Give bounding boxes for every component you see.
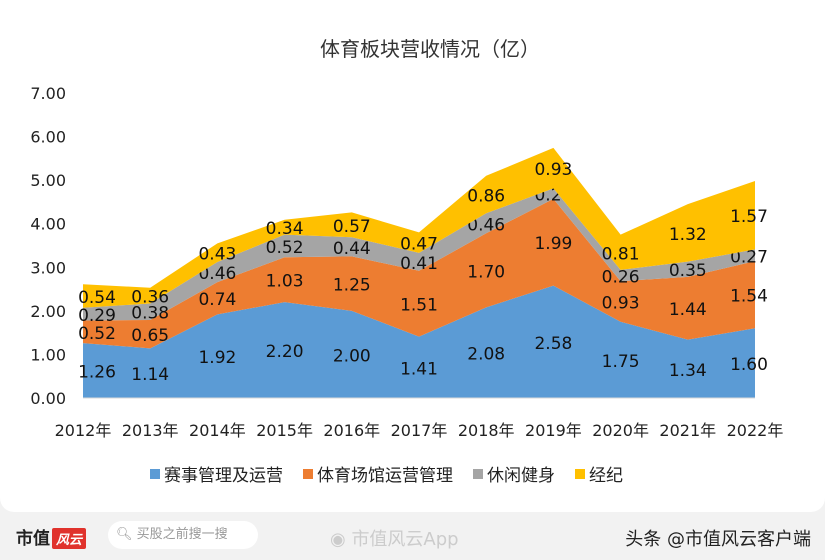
data-label: 1.99 [534,234,572,254]
data-label: 1.44 [669,300,707,320]
data-label: 0.52 [78,324,116,344]
x-tick-label: 2021年 [659,421,716,440]
legend-swatch [473,469,483,479]
data-label: 0.27 [730,247,768,267]
data-label: 0.74 [198,290,236,310]
data-label: 2.58 [534,334,572,354]
data-label: 0.43 [198,245,236,265]
data-label: 1.51 [400,296,438,316]
area-series-1 [83,285,755,398]
search-input[interactable]: 🔍︎ 买股之前搜一搜 [108,521,258,549]
data-label: 1.92 [198,348,236,368]
footer: 市值 风云 🔍︎ 买股之前搜一搜 ◉ 市值风云App 头条 @市值风云客户端 [0,515,825,560]
x-tick-label: 2013年 [122,421,179,440]
legend-swatch [303,469,313,479]
data-label: 0.93 [602,293,640,313]
x-tick-label: 2020年 [592,421,649,440]
legend-label: 体育场馆运营管理 [317,466,453,486]
data-label: 0.41 [400,254,438,274]
x-tick-label: 2017年 [391,421,448,440]
x-tick-label: 2014年 [189,421,246,440]
data-label: 1.03 [266,272,304,292]
data-label: 0.46 [198,264,236,284]
legend-swatch [575,469,585,479]
x-tick-label: 2019年 [525,421,582,440]
data-label: 1.34 [669,361,707,381]
data-label: 0.86 [467,187,505,207]
data-label: 1.26 [78,363,116,383]
data-label: 0.26 [602,268,640,288]
data-label: 0.57 [333,217,371,237]
data-label: 2.20 [266,342,304,362]
data-label: 1.70 [467,262,505,282]
x-tick-label: 2012年 [55,421,112,440]
legend-swatch [150,469,160,479]
search-icon: 🔍︎ [116,527,137,542]
data-label: 1.32 [669,225,707,245]
data-label: 0.54 [78,288,116,308]
stacked-area-chart: 体育板块营收情况（亿） 0.00 1.00 2.00 3.00 4.00 5.00 6.00 7… [30,37,784,486]
data-label: 0.35 [669,261,707,281]
weibo-watermark: ◉ 市值风云App [330,529,459,550]
data-label: 0.46 [467,215,505,235]
data-label: 0.47 [400,235,438,255]
weibo-icon: ◉ [330,529,352,550]
data-label: 1.14 [131,365,169,385]
y-tick-label: 5.00 [30,171,66,190]
data-label: 0.65 [131,326,169,346]
logo-mark: 风云 [52,528,87,549]
y-tick-label: 3.00 [30,258,66,277]
data-label: 1.57 [730,207,768,227]
y-tick-label: 6.00 [30,128,66,147]
data-label: 1.54 [730,287,768,307]
chart-card: 体育板块营收情况（亿） 0.00 1.00 2.00 3.00 4.00 5.00 6.00 7… [0,0,825,512]
x-tick-label: 2015年 [256,421,313,440]
area-series-2 [83,198,755,349]
data-label: 2.08 [467,345,505,365]
y-tick-label: 0.00 [30,389,66,408]
data-label: 1.75 [602,352,640,372]
data-label: 1.60 [730,355,768,375]
data-label: 0.34 [266,219,304,239]
data-label: 0.38 [131,304,169,324]
chart-title: 体育板块营收情况（亿） [320,37,540,61]
y-tick-label: 1.00 [30,345,66,364]
data-label: 0.81 [602,244,640,264]
data-label: 0.52 [266,238,304,258]
data-label: 1.41 [400,359,438,379]
toutiao-credit: 头条 @市值风云客户端 [625,529,811,550]
x-tick-label: 2018年 [458,421,515,440]
legend-label: 经纪 [589,466,623,486]
y-tick-label: 4.00 [30,215,66,234]
data-label: 1.25 [333,276,371,296]
data-label: 0.44 [333,239,371,259]
data-label: 0.93 [534,160,572,180]
data-label: 0.36 [131,288,169,308]
legend-label: 赛事管理及运营 [164,465,283,486]
legend-label: 休闲健身 [487,466,555,486]
y-tick-label: 7.00 [30,84,66,103]
y-tick-label: 2.00 [30,302,66,321]
brand-logo: 市值 风云 [16,524,87,549]
x-tick-label: 2016年 [323,421,380,440]
x-tick-label: 2022年 [727,421,784,440]
data-label: 0.29 [78,306,116,326]
area-series-4 [83,147,755,308]
data-label: 2.00 [333,346,371,366]
area-series-3 [83,188,755,321]
